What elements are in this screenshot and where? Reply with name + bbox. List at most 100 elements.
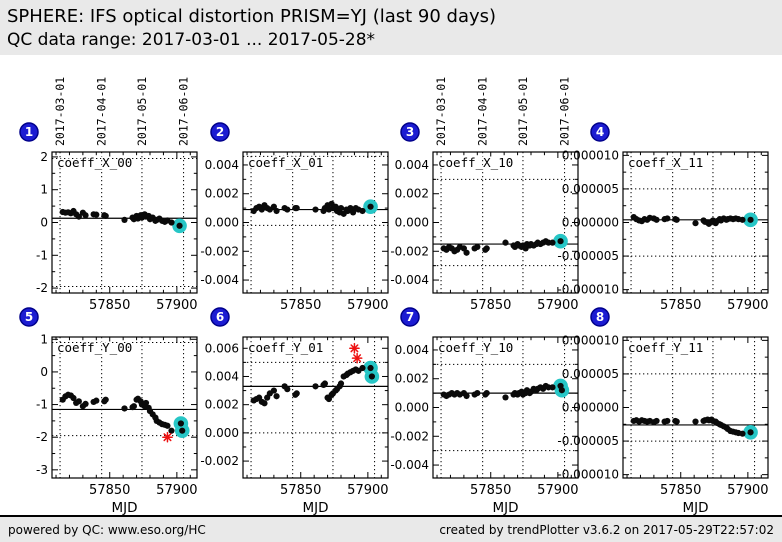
highlighted-data-point [747,216,754,223]
x-tick-label: 57900 [537,298,578,313]
plot-badge-circle [400,307,420,327]
plot-label: coeff_X_01 [248,155,323,170]
plot-badge: 8 [590,307,610,327]
outlier-ray [163,433,172,442]
data-point [692,220,699,227]
data-point [664,417,671,425]
data-point [337,380,345,387]
y-tick-label: 0.000000 [562,216,619,230]
data-point [312,206,319,213]
y-tick-label: 0.000000 [562,401,619,415]
data-point [483,390,490,397]
plot-label: coeff_X_00 [57,155,132,170]
outlier-point [349,342,360,354]
plot-badge: 6 [210,307,230,327]
x-tick-label: 57850 [470,483,511,498]
x-tick-label: 57900 [537,483,578,498]
highlighted-data-point [558,387,565,394]
y-tick-label: -0.004 [200,273,239,287]
axis-label-mjd: MJD [111,500,137,515]
data-point [502,394,509,401]
plot-badge: 4 [590,122,610,142]
outlier-ray [353,354,362,363]
y-tick-label: 2 [40,150,48,164]
data-point [293,390,300,397]
y-tick-label: 0.002 [395,187,429,201]
plot-box [242,336,389,479]
plot-badge-number: 2 [216,125,224,139]
outlier-ray [350,344,359,353]
subplot-coeff_Y_01: 0.006 0.004 0.002 0.000 -0.002 57850 57900 coef… [200,307,389,515]
data-point [70,394,77,402]
date-label: 2017-06-01 [558,77,572,146]
data-point [474,390,481,397]
outlier-point [351,352,363,364]
date-label: 2017-03-01 [434,77,448,146]
y-tick-label: -0.000005 [557,249,619,263]
plot-box [432,336,579,479]
x-tick-label: 57900 [347,483,388,498]
plot-box [242,151,389,294]
page-title: SPHERE: IFS optical distortion PRISM=YJ … [7,6,497,27]
plot-area: 2 1 0 -1 -2 57850 57900 coeff_X_00 2017-03-01 201… [0,55,782,515]
date-label: 2017-05-01 [516,77,530,146]
highlighted-data-point [368,373,375,380]
plot-badge-number: 3 [406,125,414,139]
qc-data-range: QC data range: 2017-03-01 ... 2017-05-28… [7,30,376,50]
plot-badge-circle [19,307,39,327]
axis-label-mjd: MJD [302,500,328,515]
plot-badge-number: 7 [406,310,414,324]
y-tick-label: 0.000010 [562,333,619,347]
data-point [739,216,746,223]
highlighted-data-point [179,427,186,434]
x-tick-label: 57850 [280,483,321,498]
y-tick-label: -3 [36,463,48,477]
date-label: 2017-03-01 [53,77,67,146]
plot-badge-number: 4 [596,125,604,139]
subplot-coeff_Y_00: 1 0 -1 -2 -3 57850 57900 coeff_Y_00 MJD 5 [19,307,198,515]
x-tick-label: 57900 [347,298,388,313]
footer-powered-by: powered by QC: www.eso.org/HC [8,522,206,537]
highlighted-data-point [367,364,374,372]
plot-label: coeff_X_10 [438,155,513,170]
y-tick-label: 0.000010 [562,148,619,162]
date-label: 2017-05-01 [135,77,149,146]
y-tick-label: 0.006 [205,341,239,355]
y-tick-label: 0.000005 [562,367,619,381]
plot-label: coeff_Y_10 [438,340,513,355]
plot-badge: 5 [19,307,39,327]
x-tick-label: 57850 [89,483,130,498]
plot-box [622,336,769,479]
plot-badge-circle [400,122,420,142]
plot-badge-number: 5 [25,310,33,324]
y-tick-label: 0.004 [395,343,429,357]
data-point [121,216,128,223]
date-label: 2017-04-01 [476,77,490,146]
data-point [463,249,470,256]
date-label: 2017-04-01 [95,77,109,146]
data-point [312,383,319,390]
data-point [673,216,680,223]
data-point [284,386,291,393]
plot-badge-number: 8 [596,310,604,324]
data-point [270,387,277,394]
data-point [121,405,128,412]
data-point [82,400,89,408]
y-tick-label: 0.000 [205,426,239,440]
y-tick-label: -0.000010 [557,283,619,297]
y-tick-label: 1 [40,183,48,197]
y-tick-label: 0 [40,216,48,230]
data-point [82,212,89,219]
data-point [653,417,660,425]
data-point [93,211,100,218]
x-tick-label: 57850 [660,483,701,498]
y-tick-label: 0.000 [205,216,239,230]
data-point [502,239,509,246]
y-tick-label: -0.000005 [557,434,619,448]
plot-label: coeff_Y_00 [57,340,132,355]
plot-badge-circle [19,122,39,142]
data-point [463,392,470,400]
axis-label-mjd: MJD [492,500,518,515]
